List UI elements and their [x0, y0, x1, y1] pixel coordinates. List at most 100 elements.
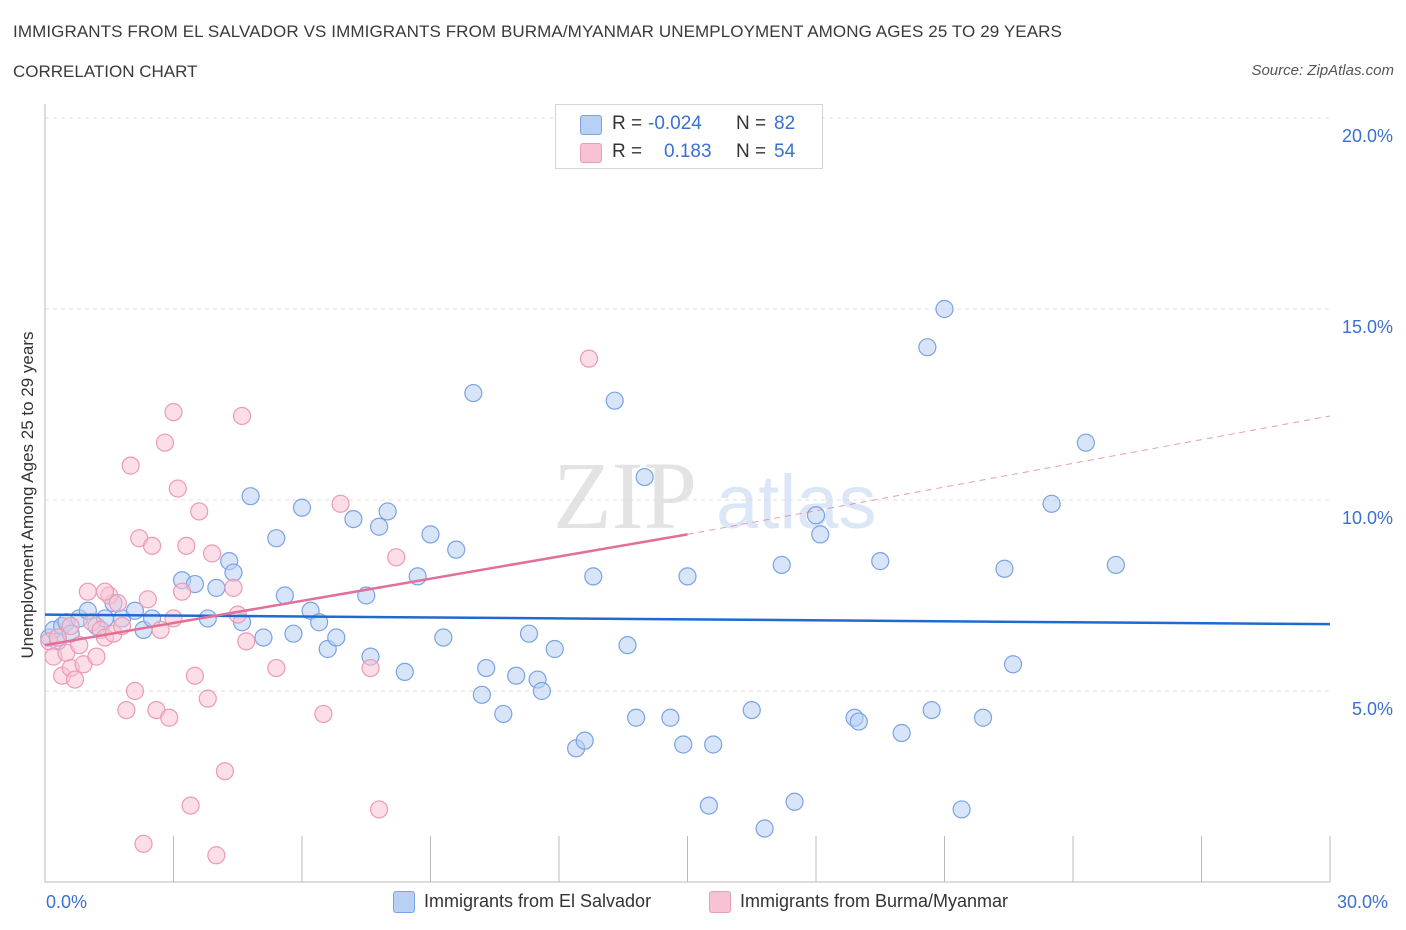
data-point — [232, 406, 252, 426]
data-point — [181, 796, 200, 815]
data-point — [678, 567, 697, 586]
data-point — [202, 544, 222, 563]
data-point — [160, 708, 179, 727]
data-point — [519, 624, 539, 643]
data-point — [922, 700, 941, 720]
trend-line-burma-myanmar — [44, 533, 688, 647]
data-point — [108, 594, 127, 613]
legend-r-label: R = — [612, 113, 643, 134]
data-point — [395, 662, 414, 682]
y-tick-label: 15.0% — [1342, 317, 1393, 337]
y-tick-labels: 5.0% 10.0% 15.0% 20.0% — [1342, 126, 1393, 719]
data-point — [674, 735, 693, 754]
data-point — [755, 819, 774, 838]
data-point — [421, 525, 440, 544]
data-point — [618, 636, 637, 655]
data-point — [310, 613, 329, 632]
chart-subtitle: CORRELATION CHART — [13, 62, 198, 81]
data-point — [626, 708, 646, 727]
data-point — [464, 383, 483, 403]
legend-r-label: R = — [612, 141, 643, 162]
chart-title: IMMIGRANTS FROM EL SALVADOR VS IMMIGRANT… — [13, 22, 1062, 41]
data-point — [973, 708, 993, 727]
series-burma-myanmar — [40, 349, 599, 865]
data-point — [65, 670, 85, 689]
grid-lines — [45, 117, 1330, 692]
data-point — [370, 517, 389, 536]
trend-line-el-salvador — [44, 613, 1331, 626]
trend-line-burma-myanmar-extension — [687, 415, 1331, 535]
data-point — [155, 433, 175, 452]
data-point — [742, 700, 761, 720]
data-point — [121, 456, 140, 475]
data-point — [785, 792, 804, 811]
data-point — [507, 666, 526, 685]
data-point — [78, 582, 97, 601]
watermark-zip: ZIP — [553, 442, 697, 549]
data-point — [241, 487, 260, 506]
data-point — [254, 628, 273, 647]
y-tick-label: 5.0% — [1352, 699, 1393, 719]
y-tick-label: 10.0% — [1342, 508, 1393, 528]
legend-r-value: 0.183 — [664, 141, 712, 162]
data-point — [935, 299, 954, 319]
data-point — [224, 578, 243, 597]
data-point — [1106, 555, 1125, 575]
y-tick-label: 20.0% — [1342, 126, 1393, 146]
data-point — [772, 555, 791, 575]
data-point — [1076, 433, 1095, 452]
data-point — [267, 529, 286, 548]
data-point — [579, 349, 599, 368]
data-point — [995, 559, 1014, 578]
data-point — [228, 605, 247, 624]
data-point — [892, 723, 911, 743]
data-point — [605, 391, 624, 410]
data-point — [87, 647, 106, 666]
data-point — [275, 586, 294, 605]
trend-lines — [44, 415, 1331, 647]
data-point — [95, 582, 115, 601]
data-point — [207, 846, 226, 865]
data-point — [494, 704, 513, 724]
data-point — [314, 704, 333, 724]
data-point — [138, 590, 157, 609]
data-point — [811, 525, 830, 544]
legend-n-value: 54 — [774, 141, 796, 162]
legend-swatch-blue — [580, 115, 602, 135]
data-point — [387, 548, 406, 567]
legend-swatch-pink — [709, 891, 731, 913]
data-point — [117, 700, 136, 720]
data-point — [198, 689, 217, 708]
data-point — [472, 685, 491, 704]
data-point — [142, 536, 162, 555]
legend-label-burma-myanmar: Immigrants from Burma/Myanmar — [740, 891, 1009, 911]
data-point — [447, 540, 466, 559]
data-point — [61, 616, 80, 636]
data-point — [207, 578, 226, 597]
data-point — [224, 563, 243, 582]
legend-r-value: -0.024 — [648, 113, 702, 134]
axes — [44, 104, 1331, 883]
correlation-legend: R = -0.024 N = 82 R = 0.183 N = 54 — [555, 104, 823, 169]
data-point — [1042, 494, 1061, 513]
watermark-atlas: atlas — [716, 460, 877, 545]
data-point — [704, 735, 723, 754]
data-point — [532, 681, 551, 701]
legend-n-label: N = — [736, 113, 767, 134]
data-point — [215, 762, 234, 781]
data-point — [952, 800, 971, 819]
data-point — [168, 479, 187, 498]
legend-swatch-pink — [580, 143, 602, 163]
data-point — [185, 666, 205, 685]
data-point — [918, 338, 937, 357]
data-point — [378, 502, 397, 521]
data-point — [871, 552, 890, 571]
data-point — [164, 403, 183, 422]
data-point — [267, 658, 286, 678]
data-point — [370, 800, 389, 819]
legend-label-el-salvador: Immigrants from El Salvador — [424, 891, 652, 911]
series-el-salvador — [40, 299, 1125, 838]
data-point — [477, 658, 496, 678]
y-axis-label: Unemployment Among Ages 25 to 29 years — [18, 331, 37, 659]
